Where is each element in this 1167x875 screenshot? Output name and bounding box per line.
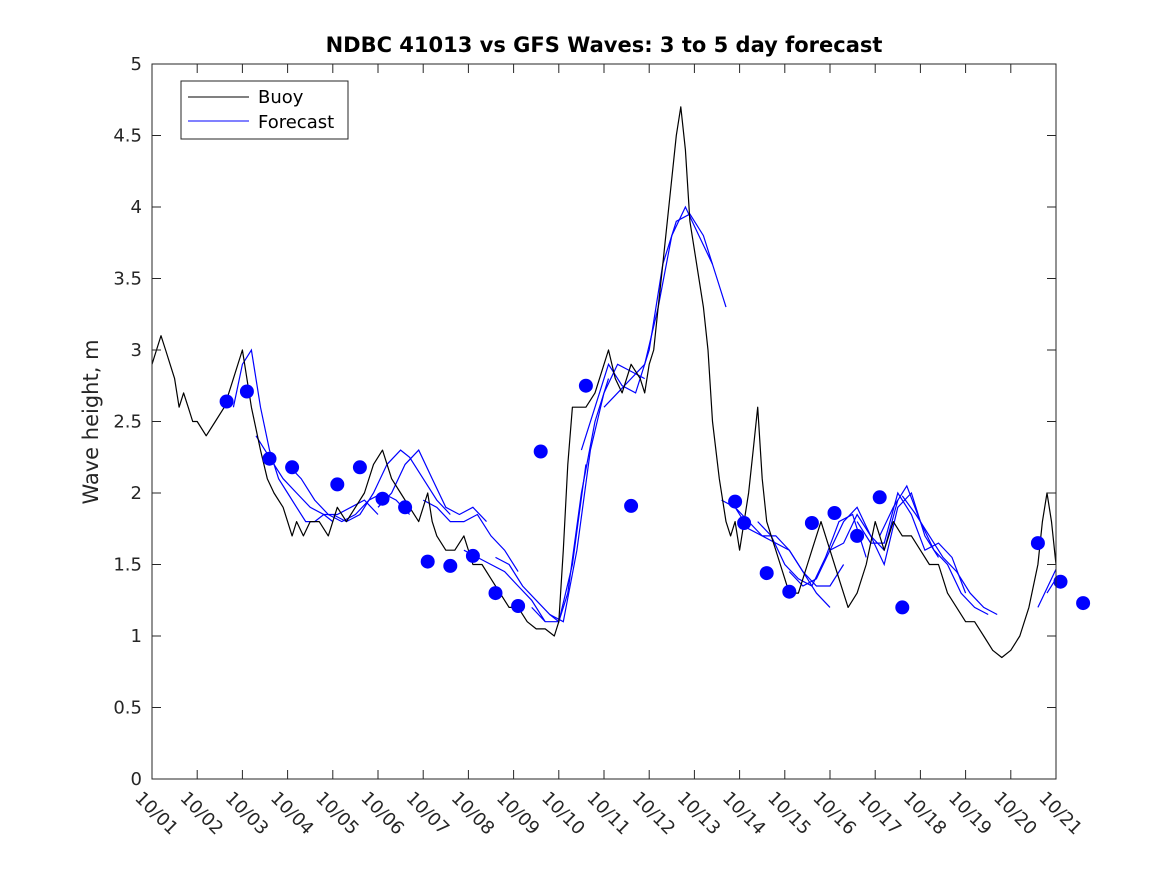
forecast-point — [850, 528, 865, 543]
forecast-point — [420, 554, 435, 569]
forecast-line — [580, 213, 727, 451]
forecast-point — [1030, 536, 1045, 551]
forecast-line — [422, 499, 519, 572]
series-layer — [152, 106, 1056, 659]
forecast-point — [262, 451, 277, 466]
y-tick-label: 3 — [131, 340, 142, 361]
forecast-point — [511, 599, 526, 613]
forecast-line — [332, 449, 451, 523]
forecast-point — [804, 516, 819, 530]
forecast-point — [728, 494, 743, 509]
forecast-line — [856, 491, 967, 594]
forecast-point — [398, 500, 413, 515]
plot-area: 00.511.522.533.544.5510/0110/0210/0310/0… — [113, 54, 1091, 839]
forecast-point — [737, 516, 752, 530]
forecast-line — [531, 378, 610, 623]
marker-layer — [219, 378, 1091, 615]
forecast-line — [232, 348, 334, 523]
y-tick-label: 4 — [131, 197, 142, 218]
forecast-point — [895, 600, 910, 615]
forecast-point — [624, 498, 639, 513]
forecast-point — [219, 394, 234, 409]
forecast-line — [879, 484, 989, 616]
forecast-point — [533, 444, 548, 459]
forecast-line — [734, 506, 845, 587]
forecast-point — [465, 548, 480, 563]
forecast-line — [1037, 567, 1056, 608]
forecast-point — [872, 490, 887, 505]
forecast-line — [377, 449, 487, 523]
forecast-point — [285, 460, 300, 475]
y-tick-label: 2 — [131, 483, 142, 504]
forecast-point — [827, 506, 842, 520]
forecast-point — [759, 566, 774, 581]
forecast-point — [330, 477, 345, 492]
y-tick-label: 1.5 — [113, 555, 142, 576]
forecast-line — [901, 495, 998, 616]
y-tick-label: 1 — [131, 626, 142, 647]
forecast-point — [239, 384, 254, 399]
forecast-point — [375, 491, 390, 506]
forecast-point — [352, 460, 367, 475]
forecast-point — [578, 378, 593, 393]
forecast-point — [1076, 596, 1091, 611]
chart-title: NDBC 41013 vs GFS Waves: 3 to 5 day fore… — [326, 33, 883, 57]
legend-forecast-label: Forecast — [258, 112, 334, 133]
y-tick-label: 4.5 — [113, 126, 142, 147]
forecast-point — [782, 584, 797, 599]
plot-frame — [151, 63, 1057, 780]
forecast-point — [488, 586, 503, 601]
y-tick-label: 0.5 — [113, 698, 142, 719]
buoy-line — [152, 106, 1056, 659]
legend-box — [180, 80, 349, 140]
legend-buoy-label: Buoy — [258, 87, 304, 108]
y-tick-label: 0 — [131, 769, 142, 790]
legend: Buoy Forecast — [180, 80, 349, 140]
plot-background — [152, 64, 1056, 779]
y-tick-label: 2.5 — [113, 412, 142, 433]
y-tick-label: 5 — [131, 54, 142, 75]
y-axis-label: Wave height, m — [79, 339, 103, 504]
y-tick-label: 3.5 — [113, 269, 142, 290]
forecast-point — [1053, 574, 1068, 589]
forecast-point — [443, 558, 458, 573]
forecast-line — [788, 499, 899, 587]
